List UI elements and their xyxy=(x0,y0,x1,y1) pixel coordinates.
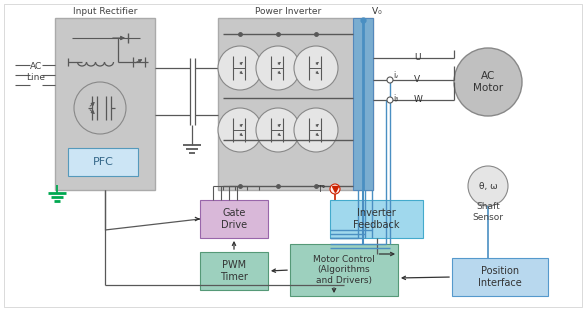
Circle shape xyxy=(74,82,126,134)
Circle shape xyxy=(294,46,338,90)
Text: U: U xyxy=(414,53,421,63)
Bar xyxy=(290,244,398,296)
Text: Motor Control
(Algorithms
and Drivers): Motor Control (Algorithms and Drivers) xyxy=(313,255,375,285)
Text: PWM
Timer: PWM Timer xyxy=(220,260,248,282)
Circle shape xyxy=(218,108,262,152)
Text: Gate
Drive: Gate Drive xyxy=(221,208,247,230)
Circle shape xyxy=(387,97,393,103)
Text: iᵦ: iᵦ xyxy=(393,94,398,103)
Bar xyxy=(200,252,268,290)
Circle shape xyxy=(256,108,300,152)
Text: PFC: PFC xyxy=(93,157,114,167)
Circle shape xyxy=(454,48,522,116)
Circle shape xyxy=(468,166,508,206)
Text: Power Inverter: Power Inverter xyxy=(255,7,321,16)
Bar xyxy=(218,18,373,190)
Circle shape xyxy=(294,108,338,152)
Text: T°: T° xyxy=(318,184,326,193)
Text: V₀⁣: V₀⁣ xyxy=(372,7,382,16)
Text: iᵥ: iᵥ xyxy=(393,72,398,81)
Bar xyxy=(200,200,268,238)
Circle shape xyxy=(387,77,393,83)
Text: Inverter
Feedback: Inverter Feedback xyxy=(353,208,400,230)
Text: AC
Motor: AC Motor xyxy=(473,71,503,93)
Circle shape xyxy=(218,46,262,90)
Text: Input Rectifier: Input Rectifier xyxy=(73,7,137,16)
Bar xyxy=(68,148,138,176)
Circle shape xyxy=(256,46,300,90)
Bar xyxy=(55,18,155,190)
Text: AC
Line: AC Line xyxy=(26,62,46,82)
Text: W: W xyxy=(414,95,423,104)
Circle shape xyxy=(330,184,340,194)
Bar xyxy=(353,18,373,190)
Text: V: V xyxy=(414,76,420,85)
Text: Shaft
Sensor: Shaft Sensor xyxy=(472,202,503,222)
Bar xyxy=(452,258,548,296)
Text: θ, ω: θ, ω xyxy=(479,182,498,191)
Text: Position
Interface: Position Interface xyxy=(478,266,522,288)
Bar xyxy=(330,200,423,238)
